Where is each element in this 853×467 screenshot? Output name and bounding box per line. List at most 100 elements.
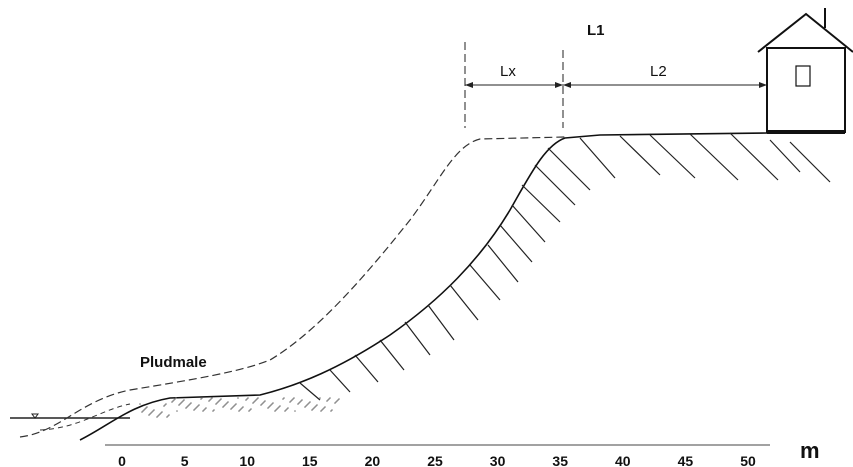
sand-dot: [270, 404, 272, 406]
sand-dot: [293, 397, 295, 399]
sand-dot: [143, 409, 145, 411]
sand-dot: [305, 405, 307, 407]
sand-dot: [316, 404, 318, 406]
sand-dot: [205, 407, 207, 409]
sand-dot: [202, 410, 204, 412]
label-beach: Pludmale: [140, 354, 207, 371]
sand-dot: [298, 402, 300, 404]
sand-dot: [297, 403, 299, 405]
cliff-hatching: [299, 132, 831, 401]
hatch-line: [547, 147, 591, 191]
hatch-line: [689, 133, 739, 181]
sand-dot: [227, 401, 229, 403]
hatch-line: [729, 132, 779, 181]
sand-dot: [331, 409, 333, 411]
sand-dot: [335, 401, 337, 403]
sand-dot: [283, 397, 285, 399]
sand-dot: [291, 399, 293, 401]
sand-dot: [276, 408, 278, 410]
scale-unit: m: [800, 438, 820, 463]
sand-dot: [299, 401, 301, 403]
sand-dot: [175, 397, 177, 399]
sand-dot: [241, 407, 243, 409]
sand-dot: [315, 405, 317, 407]
sand-dot: [321, 409, 323, 411]
sand-dot: [319, 397, 321, 399]
hatch-line: [299, 382, 321, 401]
sand-dot: [194, 408, 196, 410]
sand-dot: [150, 412, 152, 414]
sand-dot: [171, 401, 173, 403]
sand-dot: [272, 402, 274, 404]
sand-dot: [271, 403, 273, 405]
sand-dot: [211, 397, 213, 399]
sand-dot: [200, 398, 202, 400]
sand-dot: [256, 398, 258, 400]
sand-dot: [181, 401, 183, 403]
sand-dot: [242, 406, 244, 408]
sand-dot: [178, 404, 180, 406]
sand-dot: [254, 400, 256, 402]
sand-dot: [313, 407, 315, 409]
sand-dot: [323, 407, 325, 409]
sand-dot: [161, 411, 163, 413]
sand-dot: [285, 409, 287, 411]
sand-dot: [264, 400, 266, 402]
hatch-line: [511, 204, 546, 243]
sand-dot: [328, 398, 330, 400]
sand-dot: [217, 401, 219, 403]
sand-dot: [306, 404, 308, 406]
sand-dot: [278, 406, 280, 408]
sand-dot: [324, 406, 326, 408]
sand-dot: [188, 404, 190, 406]
hatch-line: [469, 264, 501, 301]
sand-dot: [193, 409, 195, 411]
sand-dot: [212, 410, 214, 412]
sand-dot: [234, 404, 236, 406]
sand-dot: [320, 410, 322, 412]
sand-dot: [240, 408, 242, 410]
sand-dot: [210, 398, 212, 400]
sand-dot: [294, 410, 296, 412]
sand-dot: [233, 405, 235, 407]
sand-dot: [267, 407, 269, 409]
sand-dot: [183, 399, 185, 401]
scale-tick-label: 50: [740, 453, 756, 467]
sand-dot: [180, 402, 182, 404]
sand-dot: [190, 402, 192, 404]
sand-dot: [275, 409, 277, 411]
sand-dot: [277, 407, 279, 409]
sand-dot: [157, 415, 159, 417]
beach-sand: [139, 397, 340, 418]
sand-dot: [338, 398, 340, 400]
sand-dot: [238, 410, 240, 412]
sand-dot: [185, 407, 187, 409]
hatch-line: [329, 369, 351, 393]
sand-dot: [173, 399, 175, 401]
sand-dot: [250, 408, 252, 410]
sand-dot: [230, 408, 232, 410]
sand-dot: [201, 397, 203, 399]
sand-dot: [158, 414, 160, 416]
sand-dot: [282, 398, 284, 400]
hatch-line: [619, 135, 661, 176]
hatch-line: [449, 284, 479, 321]
sand-dot: [198, 404, 200, 406]
water-symbol: [31, 413, 39, 419]
sand-dot: [290, 400, 292, 402]
scale-tick-label: 15: [302, 453, 318, 467]
sand-dot: [176, 410, 178, 412]
sand-dot: [262, 402, 264, 404]
hatch-line: [379, 339, 405, 371]
hatch-line: [649, 134, 696, 179]
sand-dot: [269, 405, 271, 407]
label-l2: L2: [650, 63, 667, 80]
sand-dot: [326, 400, 328, 402]
sand-dot: [160, 412, 162, 414]
sand-dot: [245, 399, 247, 401]
sand-dot: [274, 410, 276, 412]
sand-dot: [222, 406, 224, 408]
scale-tick-label: 5: [181, 453, 189, 467]
scale-tick-label: 45: [678, 453, 694, 467]
